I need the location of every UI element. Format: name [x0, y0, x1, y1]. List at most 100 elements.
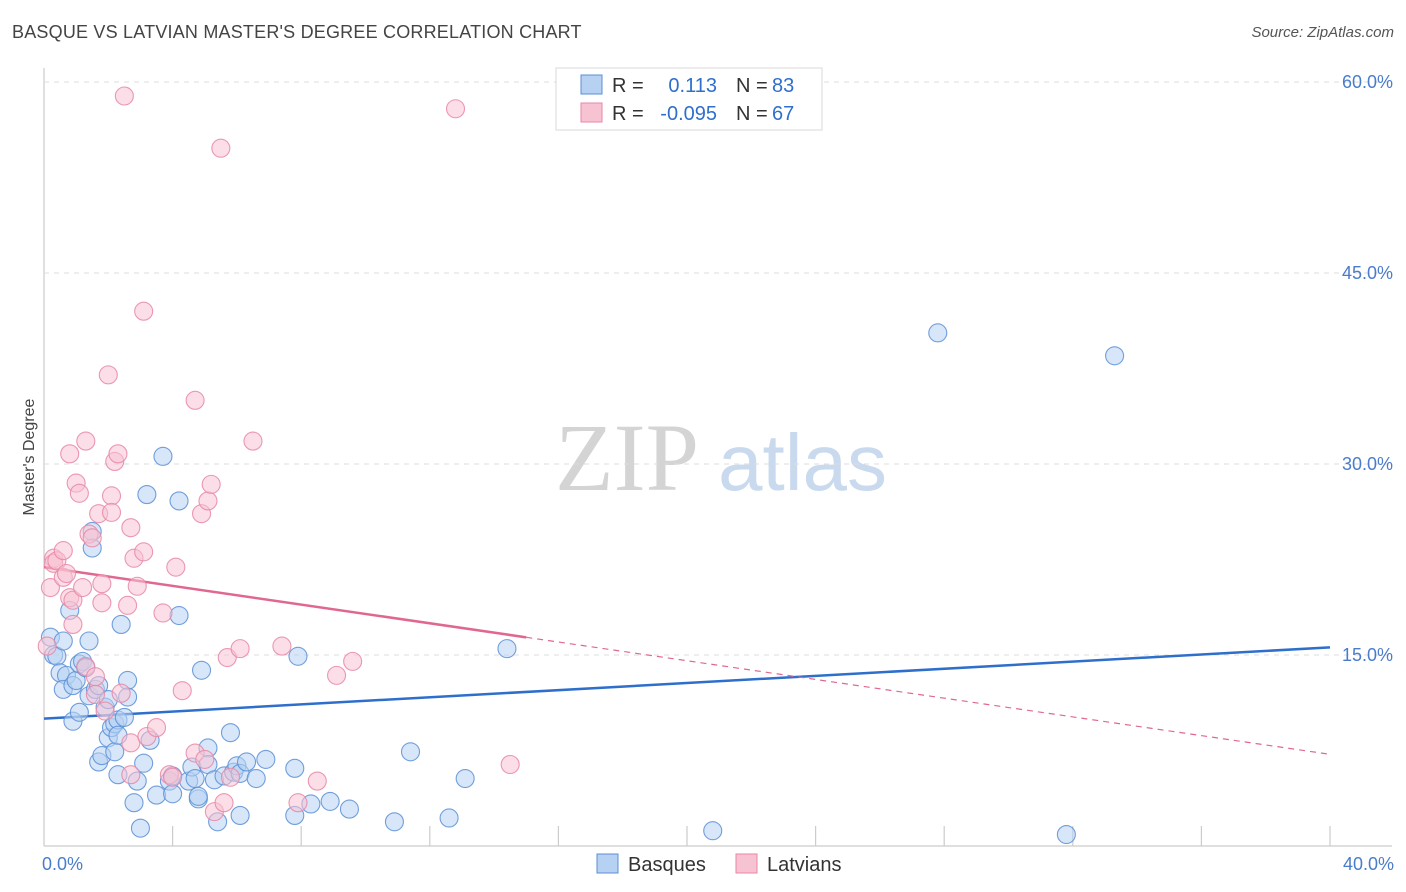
point-latvians-41 — [146, 718, 167, 738]
point-basques-47 — [169, 491, 189, 511]
point-latvians-59 — [243, 431, 263, 451]
point-latvians-23 — [92, 593, 112, 613]
y-axis-label: Master's Degree — [21, 398, 38, 515]
watermark: ZIP atlas — [555, 404, 887, 511]
point-basques-53 — [188, 786, 208, 806]
point-latvians-26 — [101, 486, 122, 506]
stats-legend-r-label-basques: R = — [612, 75, 644, 97]
chart-source: Source: ZipAtlas.com — [1251, 24, 1394, 41]
series-legend-swatch-basques — [596, 853, 619, 874]
watermark-zip: ZIP — [555, 404, 699, 511]
point-basques-51 — [185, 768, 205, 789]
stats-legend-n-label-latvians: N = — [736, 103, 768, 125]
point-latvians-19 — [85, 667, 105, 687]
stats-legend-n-label-basques: N = — [736, 75, 768, 97]
point-basques-4 — [53, 631, 73, 651]
point-basques-48 — [169, 605, 189, 626]
point-latvians-57 — [220, 767, 241, 787]
point-basques-54 — [191, 660, 212, 680]
chart-title: BASQUE VS LATVIAN MASTER'S DEGREE CORREL… — [12, 22, 582, 42]
series-legend-label-latvians: Latvians — [767, 854, 842, 876]
point-basques-39 — [134, 753, 154, 773]
point-basques-70 — [288, 646, 308, 666]
point-latvians-64 — [343, 651, 363, 671]
point-latvians-6 — [53, 541, 73, 561]
point-latvians-37 — [127, 576, 147, 596]
x-tick-label-max: 40.0% — [1343, 854, 1394, 874]
point-basques-72 — [320, 791, 340, 811]
point-basques-33 — [114, 707, 134, 727]
point-latvians-25 — [98, 365, 118, 385]
point-latvians-63 — [327, 665, 347, 685]
point-latvians-1 — [40, 577, 60, 598]
point-basques-74 — [384, 812, 404, 832]
point-latvians-20 — [85, 684, 105, 705]
point-basques-76 — [439, 808, 459, 828]
point-basques-75 — [400, 742, 421, 762]
point-basques-32 — [111, 614, 131, 634]
point-latvians-65 — [445, 99, 466, 119]
point-latvians-13 — [69, 483, 89, 503]
point-basques-43 — [153, 446, 173, 466]
point-basques-77 — [455, 768, 475, 789]
point-latvians-51 — [198, 491, 218, 511]
point-basques-78 — [497, 639, 517, 659]
trend-lines — [43, 565, 1331, 755]
point-latvians-30 — [111, 683, 131, 703]
point-latvians-60 — [272, 636, 292, 656]
point-basques-42 — [146, 785, 167, 805]
point-latvians-22 — [92, 574, 112, 594]
point-latvians-14 — [73, 577, 93, 598]
series-legend-label-basques: Basques — [628, 854, 706, 876]
point-latvians-61 — [288, 793, 308, 813]
point-basques-81 — [1056, 824, 1076, 845]
point-latvians-35 — [121, 518, 141, 538]
y-tick-label-3: 60.0% — [1342, 72, 1393, 92]
data-points — [37, 86, 1125, 845]
point-basques-12 — [69, 702, 89, 722]
point-latvians-33 — [121, 733, 141, 753]
trend-line-basques — [43, 646, 1331, 720]
point-basques-73 — [339, 799, 359, 819]
y-tick-label-1: 30.0% — [1342, 454, 1393, 474]
stats-legend: R = 0.113 N = 83 R = -0.095 N = 67 — [555, 67, 823, 131]
point-latvians-58 — [230, 639, 250, 659]
point-basques-65 — [236, 752, 257, 772]
series-legend-swatch-latvians — [735, 853, 758, 874]
stats-legend-r-label-latvians: R = — [612, 103, 644, 125]
point-basques-41 — [137, 485, 157, 505]
point-basques-36 — [124, 793, 144, 813]
point-basques-67 — [256, 749, 276, 769]
point-latvians-16 — [76, 431, 96, 451]
point-latvians-48 — [185, 390, 205, 410]
point-basques-79 — [703, 821, 723, 841]
point-latvians-27 — [101, 502, 122, 522]
point-latvians-31 — [114, 86, 134, 106]
stats-legend-n-value-latvians: 67 — [772, 103, 794, 125]
point-latvians-46 — [172, 681, 192, 701]
point-latvians-54 — [211, 138, 231, 158]
x-axis-ticks — [172, 826, 1331, 846]
point-latvians-42 — [153, 603, 173, 623]
point-latvians-55 — [214, 793, 234, 813]
watermark-atlas: atlas — [718, 418, 887, 507]
point-latvians-39 — [134, 301, 154, 321]
point-latvians-10 — [63, 590, 83, 610]
point-latvians-62 — [307, 771, 327, 791]
point-latvians-52 — [201, 474, 221, 494]
point-latvians-50 — [195, 749, 215, 769]
series-legend: Basques Latvians — [596, 853, 842, 876]
stats-legend-swatch-latvians — [580, 102, 603, 123]
point-basques-16 — [79, 631, 99, 651]
stats-legend-r-value-latvians: -0.095 — [660, 103, 717, 125]
stats-legend-r-value-basques: 0.113 — [668, 75, 717, 97]
point-latvians-32 — [118, 595, 138, 615]
point-basques-27 — [105, 742, 125, 762]
point-latvians-0 — [37, 636, 57, 656]
point-basques-61 — [220, 723, 241, 743]
trend-line-latvians-extension — [526, 636, 1331, 755]
point-basques-69 — [285, 758, 305, 778]
point-basques-63 — [230, 805, 250, 825]
x-tick-label-min: 0.0% — [42, 854, 83, 874]
